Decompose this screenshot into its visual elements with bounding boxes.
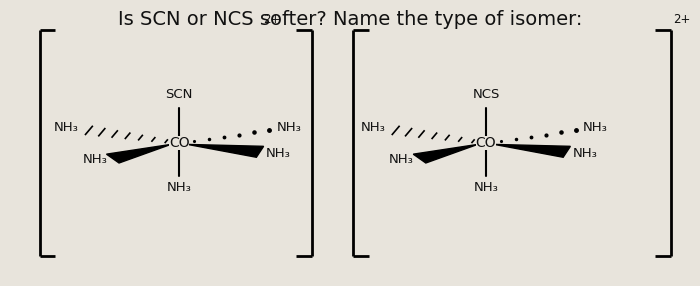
Text: NH₃: NH₃: [583, 121, 608, 134]
Text: NH₃: NH₃: [573, 147, 597, 160]
Polygon shape: [413, 144, 477, 163]
Text: NH₃: NH₃: [265, 147, 290, 160]
Polygon shape: [106, 144, 171, 163]
Polygon shape: [494, 144, 570, 157]
Text: 2+: 2+: [673, 13, 690, 26]
Text: NH₃: NH₃: [167, 181, 192, 194]
Polygon shape: [188, 144, 264, 157]
Text: CO: CO: [475, 136, 496, 150]
Text: SCN: SCN: [165, 88, 193, 100]
Text: NH₃: NH₃: [473, 181, 498, 194]
Text: NH₃: NH₃: [276, 121, 301, 134]
Text: NH₃: NH₃: [360, 121, 385, 134]
Text: CO: CO: [169, 136, 190, 150]
Text: NH₃: NH₃: [389, 154, 414, 166]
Text: NCS: NCS: [473, 88, 500, 100]
Text: 2+: 2+: [262, 13, 280, 26]
Text: Is SCN or NCS softer? Name the type of isomer:: Is SCN or NCS softer? Name the type of i…: [118, 10, 582, 29]
Text: NH₃: NH₃: [83, 154, 107, 166]
Text: NH₃: NH₃: [54, 121, 78, 134]
